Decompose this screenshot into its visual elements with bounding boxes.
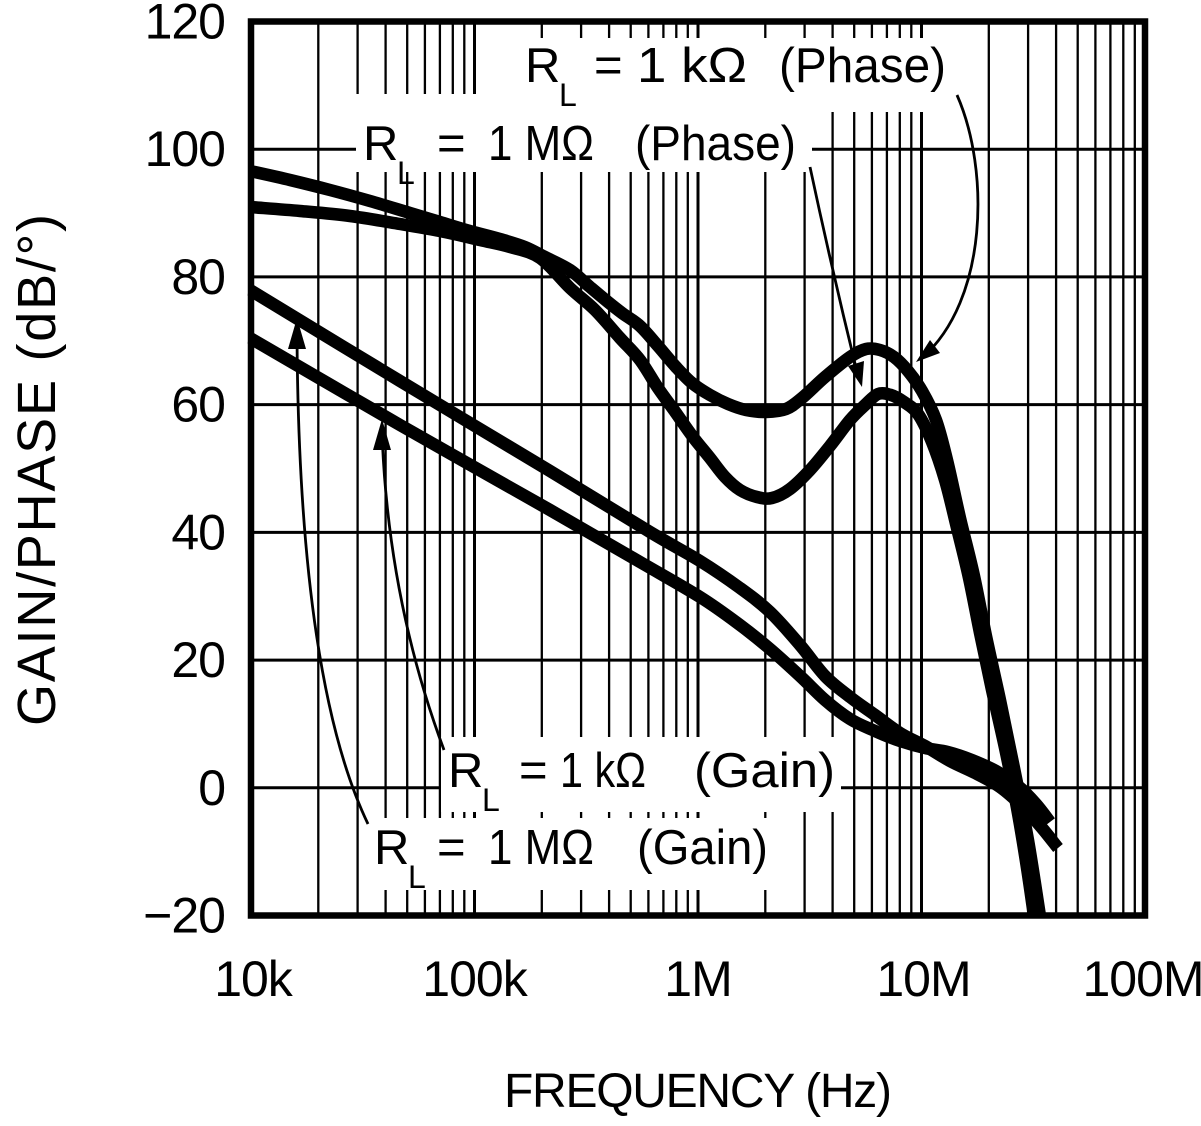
svg-text:(Phase): (Phase) [635,117,796,171]
svg-text:−20: −20 [143,888,225,944]
svg-text:0: 0 [198,760,225,816]
svg-text:120: 120 [145,0,225,50]
svg-text:(Phase): (Phase) [779,39,946,93]
svg-text:10k: 10k [214,951,294,1007]
svg-text:L: L [482,782,500,818]
svg-text:L: L [397,155,415,191]
svg-text:R: R [525,39,560,93]
svg-text:R: R [448,744,483,798]
svg-text:100: 100 [145,121,225,177]
svg-text:L: L [408,859,426,895]
svg-text:100M: 100M [1082,951,1201,1007]
svg-text:1 kΩ: 1 kΩ [637,39,747,93]
svg-text:100k: 100k [422,951,528,1007]
svg-text:1M: 1M [664,951,731,1007]
svg-text:R: R [374,821,409,875]
svg-text:20: 20 [171,632,225,688]
svg-text:(Gain): (Gain) [694,744,835,798]
svg-text:GAIN/PHASE (dB/°): GAIN/PHASE (dB/°) [7,214,67,726]
svg-text:10M: 10M [876,951,970,1007]
svg-text:60: 60 [171,377,225,433]
svg-text:(Gain): (Gain) [637,821,768,875]
svg-text:L: L [559,77,577,113]
svg-text:1 kΩ: 1 kΩ [560,744,646,798]
svg-text:=: = [437,117,466,171]
svg-text:40: 40 [171,504,225,560]
svg-text:R: R [363,117,398,171]
svg-text:=: = [594,39,623,93]
svg-text:=: = [519,744,548,798]
svg-text:=: = [437,821,466,875]
svg-text:1 MΩ: 1 MΩ [488,821,594,875]
svg-text:1 MΩ: 1 MΩ [488,117,594,171]
svg-text:FREQUENCY (Hz): FREQUENCY (Hz) [504,1065,892,1118]
svg-text:80: 80 [171,249,225,305]
